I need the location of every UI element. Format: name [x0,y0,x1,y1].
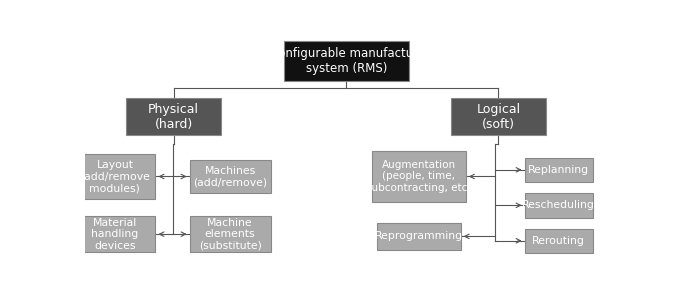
Text: Machine
elements
(substitute): Machine elements (substitute) [199,217,262,251]
FancyBboxPatch shape [525,229,593,253]
FancyBboxPatch shape [377,223,460,250]
FancyBboxPatch shape [525,193,593,217]
Text: Rescheduling: Rescheduling [522,200,595,210]
Text: Physical
(hard): Physical (hard) [148,103,199,131]
FancyBboxPatch shape [126,98,220,135]
FancyBboxPatch shape [452,98,546,135]
Text: Machines
(add/remove): Machines (add/remove) [193,166,267,187]
Text: Material
handling
devices: Material handling devices [91,217,139,251]
Text: Augmentation
(people, time,
subcontracting, etc): Augmentation (people, time, subcontracti… [366,160,471,193]
FancyBboxPatch shape [74,216,155,252]
Text: Layout
(add/remove
modules): Layout (add/remove modules) [80,160,150,193]
FancyBboxPatch shape [74,154,155,199]
Text: Reprogramming: Reprogramming [375,231,463,241]
FancyBboxPatch shape [372,151,466,202]
FancyBboxPatch shape [189,216,271,253]
Text: Logical
(soft): Logical (soft) [477,103,521,131]
FancyBboxPatch shape [284,41,409,81]
Text: Rerouting: Rerouting [532,236,585,246]
FancyBboxPatch shape [189,160,271,193]
Text: Reconfigurable manufacturing
system (RMS): Reconfigurable manufacturing system (RMS… [257,47,436,75]
Text: Replanning: Replanning [528,165,589,175]
FancyBboxPatch shape [525,158,593,182]
